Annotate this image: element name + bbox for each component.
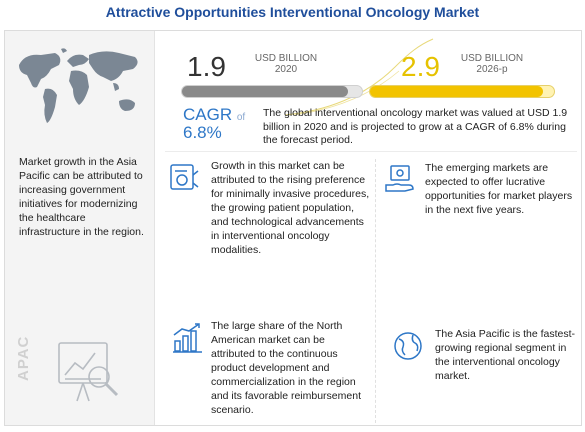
emerging-markets-card: The emerging markets are expected to off… [383, 161, 581, 241]
unit-2026-year: 2026-p [476, 64, 508, 75]
cagr-label-text: CAGR [183, 105, 233, 124]
cagr-of-text: of [236, 112, 246, 123]
left-panel: Market growth in the Asia Pacific can be… [5, 31, 155, 425]
medical-device-icon [170, 164, 199, 190]
cagr-value: 6.8% [183, 123, 222, 142]
region-label: APAC [11, 321, 33, 381]
asia-pacific-text: The Asia Pacific is the fastest-growing … [435, 328, 576, 382]
growth-curve-decoration [285, 38, 434, 116]
unit-2020-currency: USD BILLION [254, 53, 318, 64]
value-2026: 2.9 [401, 51, 440, 82]
north-america-text: The large share of the North American ma… [211, 320, 361, 416]
apac-analytics-icon [58, 342, 119, 402]
unit-2020-year: 2020 [274, 64, 298, 75]
asia-pacific-card: The Asia Pacific is the fastest-growing … [391, 327, 581, 387]
globe-icon [394, 332, 422, 360]
bar-2026 [369, 85, 555, 98]
market-metrics: 1.9 USD BILLION 2020 2.9 USD BILLION 202… [165, 37, 577, 149]
bar-2020 [181, 85, 363, 98]
emerging-markets-text: The emerging markets are expected to off… [425, 162, 573, 216]
apac-label-text: APAC [15, 335, 32, 381]
cagr-label: CAGR of [183, 105, 245, 125]
value-2020: 1.9 [187, 51, 226, 82]
money-hand-icon [385, 165, 414, 192]
bar-2020-fill [182, 86, 348, 97]
section-divider [165, 151, 577, 152]
bar-chart-growth-icon [173, 323, 202, 353]
north-america-card: The large share of the North American ma… [171, 319, 369, 425]
world-map-icon [19, 48, 138, 123]
unit-2026-currency: USD BILLION [460, 53, 524, 64]
asia-pacific-growth-text: Market growth in the Asia Pacific can be… [19, 156, 144, 238]
market-summary: The global interventional oncology marke… [263, 107, 568, 146]
column-divider [375, 159, 376, 423]
growth-drivers-card: Growth in this market can be attributed … [167, 159, 369, 279]
unit-2020: USD BILLION 2020 [249, 53, 323, 75]
page-title: Attractive Opportunities Interventional … [105, 4, 480, 20]
infographic-frame: Market growth in the Asia Pacific can be… [4, 30, 582, 426]
bar-2026-fill [370, 86, 543, 97]
unit-2026: USD BILLION 2026-p [455, 53, 529, 75]
growth-drivers-text: Growth in this market can be attributed … [211, 160, 370, 256]
